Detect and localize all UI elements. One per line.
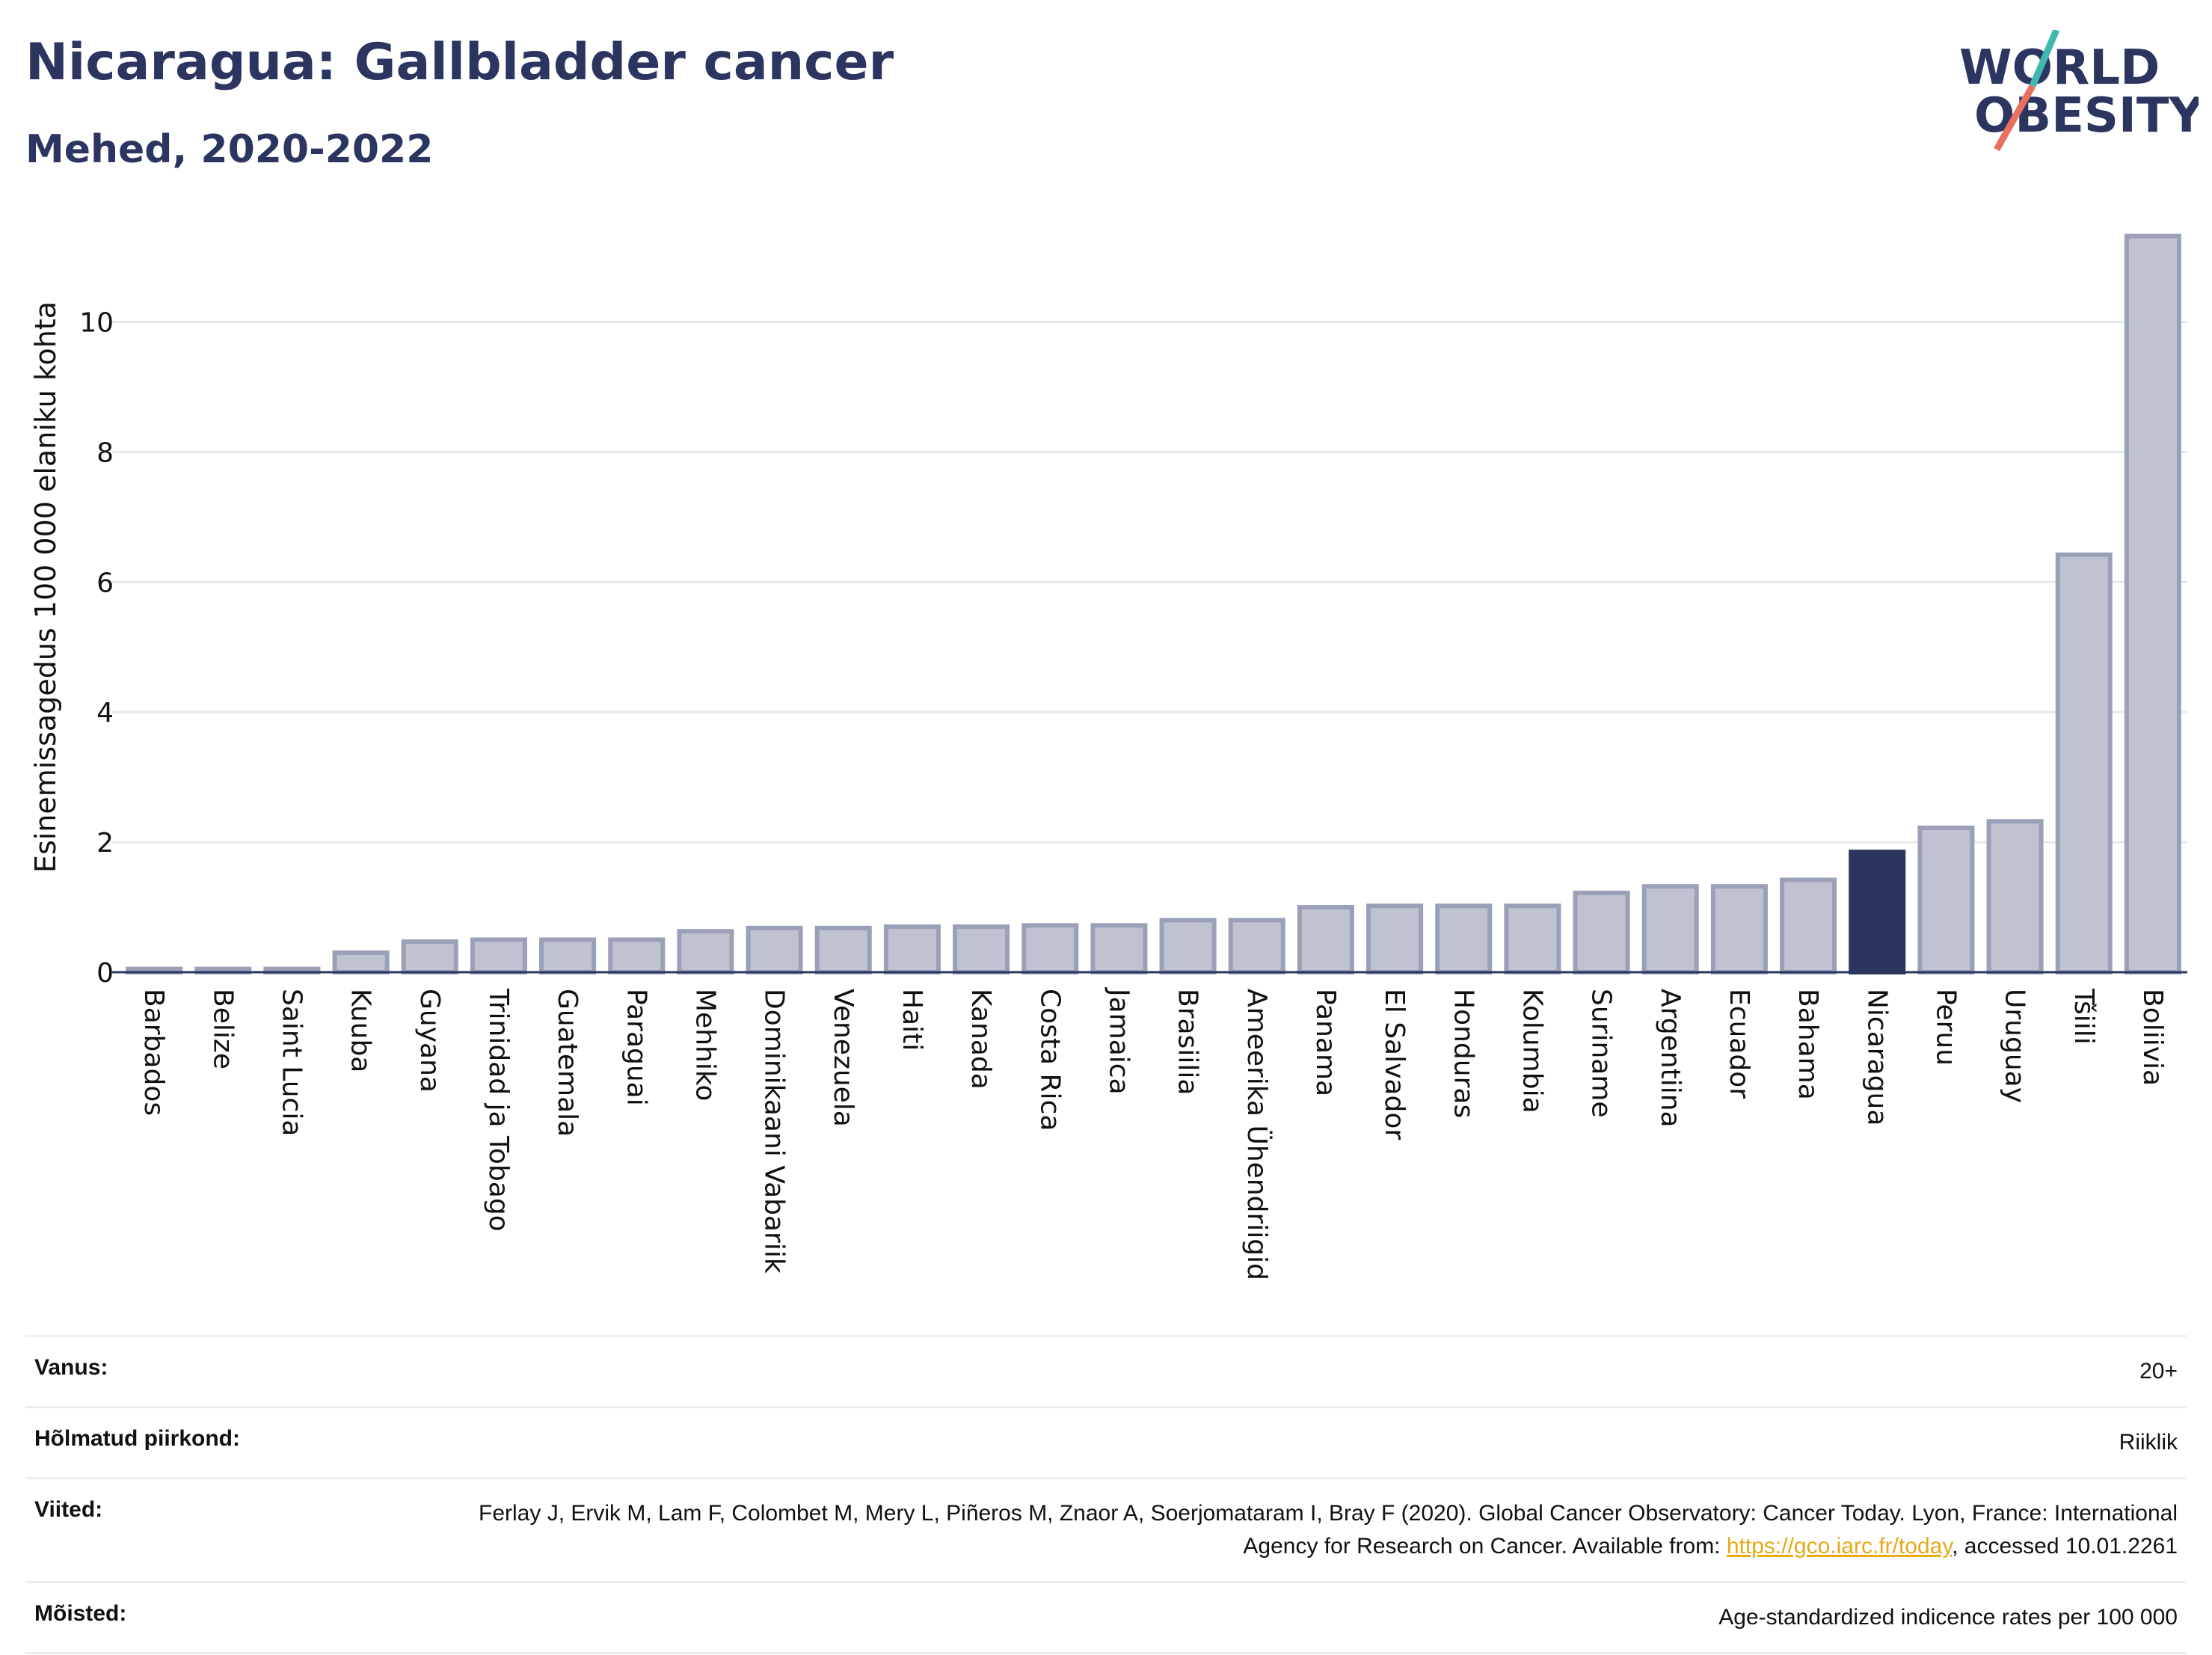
x-tick-label: Venezuela (828, 989, 858, 1127)
x-tick-label: Uruguay (2000, 989, 2030, 1103)
x-tick-labels: Barbados Belize Saint Lucia Kuuba Guyana Trin… (138, 987, 2168, 1280)
x-tick-label: Paraguai (621, 989, 651, 1106)
x-tick-label: Bahama (1792, 989, 1823, 1100)
bar-honduras (1435, 903, 1493, 974)
x-tick-label: Brasiilia (1173, 989, 1203, 1095)
info-table: Vanus: 20+ Hõlmatud piirkond: Riiklik Vi… (25, 1335, 2187, 1654)
bar-jamaica (1090, 923, 1148, 975)
x-tick-label: Costa Rica (1034, 989, 1065, 1131)
x-tick-label: Kuuba (345, 989, 376, 1072)
x-tick-label: Guatemala (552, 989, 583, 1137)
bar-el-salvador (1366, 903, 1424, 974)
references-label: Viited: (34, 1497, 103, 1522)
chart-title: Nicaragua: Gallbladder cancer (25, 33, 894, 92)
x-tick-label: Kanada (965, 989, 996, 1090)
bar-guatemala (539, 937, 597, 974)
bar-boliivia (2124, 233, 2181, 974)
region-label: Hõlmatud piirkond: (34, 1426, 240, 1451)
x-tick-label: Dominikaani Vabariik (759, 989, 790, 1274)
bar-dominikaani-vabariik (746, 925, 803, 974)
info-row-age: Vanus: 20+ (25, 1335, 2187, 1406)
x-tick-label: Haiti (897, 989, 927, 1051)
y-tick-label: 8 (96, 437, 114, 468)
bar-peruu (1917, 825, 1975, 975)
x-tick-label: Trinidad ja Tobago (483, 988, 514, 1232)
bar-uruguay (1986, 819, 2044, 974)
x-tick-label: Barbados (138, 989, 169, 1116)
logo-line1: WORLD (1959, 40, 2160, 96)
info-row-region: Hõlmatud piirkond: Riiklik (25, 1406, 2187, 1477)
bar-t-iili (2055, 552, 2113, 974)
y-axis-label: Esinemissagedus 100 000 elaniku kohta (29, 301, 62, 873)
bar-argentiina (1641, 884, 1699, 975)
x-tick-label: Jamaica (1103, 987, 1134, 1095)
chart-subtitle: Mehed, 2020-2022 (25, 127, 434, 172)
bar-costa-rica (1021, 923, 1079, 975)
bar-kolumbia (1504, 903, 1561, 974)
bar-bahama (1780, 877, 1837, 974)
x-tick-label: Kolumbia (1517, 989, 1547, 1114)
y-tick-label: 0 (96, 958, 114, 989)
x-tick-label: Argentiina (1655, 989, 1686, 1128)
info-row-definitions: Mõisted: Age-standardized indicence rate… (25, 1581, 2187, 1654)
bar-ecuador (1710, 884, 1768, 975)
x-tick-label: Saint Lucia (276, 989, 307, 1136)
bar-mehhiko (677, 929, 734, 975)
world-obesity-logo: WORLD OBESITY (1959, 30, 2199, 152)
definitions-label: Mõisted: (34, 1601, 127, 1626)
definitions-value: Age-standardized indicence rates per 100… (1718, 1605, 2178, 1630)
bars (126, 233, 2181, 975)
y-tick-label: 4 (96, 698, 114, 728)
age-value: 20+ (2139, 1359, 2178, 1384)
bar-kuuba (332, 950, 390, 975)
x-tick-label: Tšiili (2068, 988, 2099, 1045)
x-tick-label: Boliivia (2137, 989, 2168, 1086)
bar-guyana (401, 939, 458, 975)
info-row-references: Viited: Ferlay J, Ervik M, Lam F, Colomb… (25, 1477, 2187, 1581)
bar-ameerika-hendriigid (1228, 918, 1285, 975)
region-value: Riiklik (2119, 1430, 2178, 1455)
x-tick-label: Panama (1310, 989, 1341, 1096)
logo-slash-teal (2029, 30, 2060, 87)
age-label: Vanus: (34, 1355, 108, 1380)
x-tick-label: Suriname (1586, 989, 1617, 1118)
x-tick-label: Guyana (414, 989, 445, 1093)
references-value: Ferlay J, Ervik M, Lam F, Colombet M, Me… (458, 1497, 2178, 1563)
bar-kanada (953, 924, 1010, 975)
logo-slash-coral (1994, 84, 2036, 152)
y-tick-labels: 0 2 4 6 8 10 (79, 307, 114, 989)
x-tick-label: El Salvador (1379, 989, 1410, 1140)
bar-chart: 0 2 4 6 8 10 Barbados Belize Saint Lucia Kuuba Gu… (29, 233, 2187, 1280)
bar-brasiilia (1159, 918, 1217, 975)
y-tick-label: 2 (96, 828, 114, 859)
bar-suriname (1573, 890, 1630, 975)
x-tick-label: Belize (207, 989, 238, 1069)
x-tick-label: Nicaragua (1861, 989, 1892, 1126)
bar-venezuela (814, 925, 872, 974)
x-tick-label: Honduras (1448, 989, 1478, 1118)
bar-paraguai (608, 937, 666, 974)
bar-haiti (883, 924, 941, 975)
bar-nicaragua (1849, 850, 1906, 975)
logo-line2: OBESITY (1974, 88, 2199, 144)
grid-lines (112, 320, 2187, 844)
references-accessed: , accessed 10.01.2261 (1952, 1534, 2178, 1559)
x-tick-label: Peruu (1930, 989, 1961, 1066)
y-tick-label: 10 (79, 307, 114, 338)
x-tick-label: Ecuador (1724, 989, 1754, 1099)
y-tick-label: 6 (96, 568, 114, 598)
references-text: Ferlay J, Ervik M, Lam F, Colombet M, Me… (479, 1501, 2178, 1559)
bar-trinidad-ja-tobago (470, 937, 527, 974)
references-link[interactable]: https://gco.iarc.fr/today (1726, 1534, 1953, 1559)
x-tick-label: Ameerika Ühendriigid (1241, 989, 1273, 1280)
x-tick-label: Mehhiko (689, 989, 720, 1101)
bar-panama (1297, 905, 1354, 974)
